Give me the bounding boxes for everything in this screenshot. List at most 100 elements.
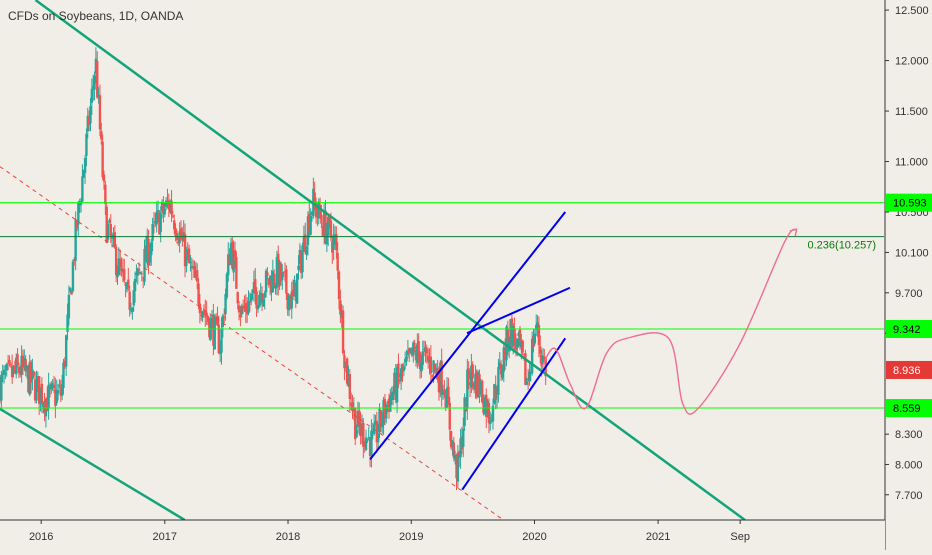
candle-body <box>189 262 192 264</box>
candle-body <box>250 293 253 302</box>
candle-body <box>509 319 512 342</box>
candle-body <box>254 279 257 294</box>
candle-body <box>195 270 199 282</box>
candle-body <box>295 273 299 304</box>
candle-body <box>62 362 65 388</box>
level-badge: 9.342 <box>893 324 921 336</box>
candle-body <box>256 305 260 310</box>
candle-body <box>322 211 326 235</box>
candle-body <box>416 344 419 364</box>
candle-body <box>518 329 522 346</box>
candle-body <box>201 311 204 318</box>
candle-body <box>441 391 445 396</box>
candle-body <box>305 246 308 255</box>
candle-body <box>532 336 535 348</box>
candle-body <box>398 379 401 382</box>
candle-body <box>464 397 468 412</box>
candle-body <box>282 271 285 273</box>
candle-body <box>363 444 366 447</box>
candle-body <box>178 231 181 244</box>
candle-body <box>233 250 237 259</box>
candle-body <box>17 366 21 374</box>
level-badge-bg <box>886 193 932 212</box>
candle-body <box>501 368 504 378</box>
candle-body <box>345 358 349 384</box>
candle-body <box>91 86 95 89</box>
candle-body <box>502 347 505 372</box>
candle-body <box>217 324 221 354</box>
candle-body <box>399 368 403 381</box>
candle-body <box>116 272 119 278</box>
candle-body <box>421 351 424 365</box>
candle-body <box>167 200 171 210</box>
candle-body <box>185 249 188 266</box>
candle-body <box>137 269 141 271</box>
level-badge: 10.593 <box>893 198 927 210</box>
candle-body <box>493 384 496 404</box>
candle-body <box>533 333 537 344</box>
candle-body <box>186 252 189 254</box>
chart-title: CFDs on Soybeans, 1D, OANDA <box>8 9 183 23</box>
candle-body <box>301 250 304 273</box>
candle-body <box>223 316 226 318</box>
candle-body <box>171 215 175 217</box>
candle-body <box>406 350 410 356</box>
candle-body <box>198 303 202 314</box>
candle-body <box>302 235 306 252</box>
candle-body <box>8 359 11 363</box>
candle-body <box>402 366 406 371</box>
candle-body <box>133 278 137 292</box>
candle-body <box>144 245 148 261</box>
candle-body <box>394 373 397 400</box>
candle-body <box>228 254 231 266</box>
candle-body <box>139 272 142 274</box>
candle-body <box>158 212 161 235</box>
candle-body <box>405 356 408 362</box>
candle-body <box>510 318 514 348</box>
candle-body <box>470 365 473 388</box>
candle-body <box>245 308 249 315</box>
candle-body <box>387 398 391 412</box>
candle-body <box>536 322 539 328</box>
candle-body <box>60 384 64 396</box>
candle-body <box>275 257 279 288</box>
candle-body <box>213 316 216 350</box>
candle-body <box>31 369 34 380</box>
candle-body <box>33 379 37 401</box>
candle-body <box>540 355 543 367</box>
trend-line <box>0 407 186 522</box>
candle-body <box>117 258 121 275</box>
candle-body <box>39 387 42 401</box>
candle-body <box>163 209 166 215</box>
candle-body <box>66 314 69 332</box>
candle-body <box>106 223 110 240</box>
channel-line <box>369 211 567 461</box>
candle-body <box>29 361 33 383</box>
candle-body <box>155 211 158 225</box>
candle-body <box>1 372 4 375</box>
candle-body <box>512 325 515 346</box>
candle-body <box>131 307 134 313</box>
candle-body <box>267 278 270 285</box>
candle-body <box>314 201 318 218</box>
candle-body <box>197 283 200 305</box>
candle-body <box>503 350 507 360</box>
candle-body <box>2 369 6 376</box>
candle-body <box>121 268 125 273</box>
candle-body <box>409 348 412 353</box>
candle-body <box>364 437 368 451</box>
candle-body <box>294 283 297 302</box>
candle-body <box>485 394 488 417</box>
candle-body <box>170 200 173 215</box>
candle-body <box>452 442 456 458</box>
candle-body <box>495 396 499 398</box>
candle-body <box>205 312 208 317</box>
candle-body <box>101 141 104 178</box>
candle-body <box>410 347 414 356</box>
candle-body <box>160 201 164 212</box>
candle-body <box>156 210 160 212</box>
candle-body <box>135 272 138 276</box>
candle-body <box>9 363 13 365</box>
